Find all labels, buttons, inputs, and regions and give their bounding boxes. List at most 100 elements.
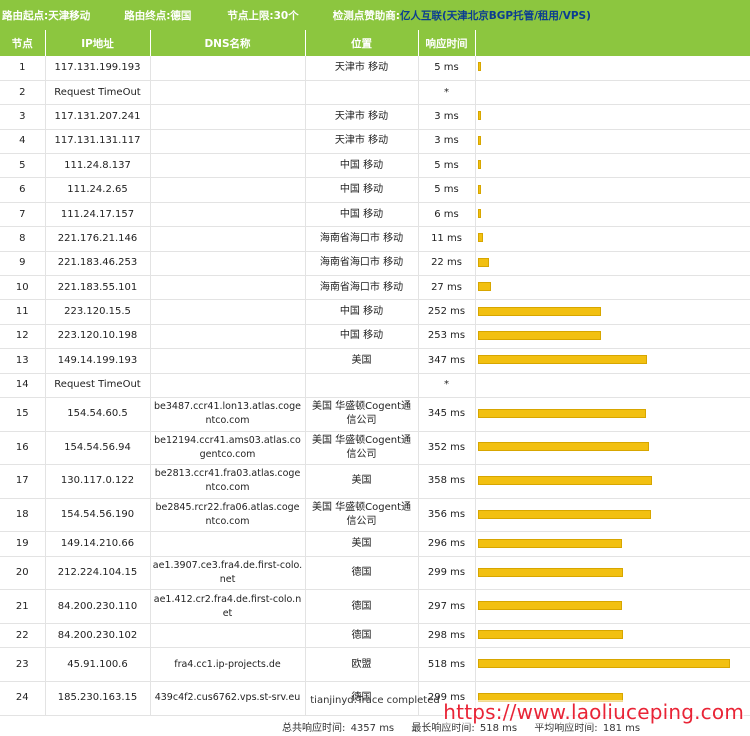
col-header-dns: DNS名称: [150, 30, 306, 56]
latency-bar-cell: [475, 251, 750, 277]
latency-bar-cell: [475, 397, 750, 432]
col-header-time: 响应时间: [418, 30, 476, 56]
latency-bar-cell: [475, 373, 750, 398]
node-limit: 节点上限: 30个: [227, 8, 298, 23]
latency-bar-cell: [475, 498, 750, 533]
ip-cell: 84.200.230.110: [45, 589, 151, 624]
sponsor-desc-link[interactable]: (天津北京BGP托管/租用/VPS): [441, 9, 591, 22]
ip-cell: Request TimeOut: [45, 80, 151, 106]
time-cell: 345 ms: [418, 397, 476, 432]
latency-bar: [477, 135, 481, 145]
ip-cell: Request TimeOut: [45, 373, 151, 398]
footer: tianjinyd:Trace completed 总共响应时间: 4357 m…: [0, 692, 750, 736]
latency-bar-cell: [475, 275, 750, 301]
latency-bar: [477, 62, 481, 72]
time-cell: 27 ms: [418, 275, 476, 301]
route-end-label: 路由终点:: [124, 9, 171, 22]
col-header-node: 节点: [0, 30, 46, 56]
node-cell: 8: [0, 226, 46, 252]
node-cell: 21: [0, 589, 46, 624]
table-row: 4 117.131.131.117 天津市 移动 3 ms: [0, 129, 750, 155]
latency-bar: [477, 475, 652, 485]
time-cell: 347 ms: [418, 348, 476, 374]
time-cell: 22 ms: [418, 251, 476, 277]
time-cell: 5 ms: [418, 177, 476, 203]
time-cell: 352 ms: [418, 431, 476, 466]
time-cell: *: [418, 80, 476, 106]
location-cell: 美国: [305, 531, 419, 557]
total-time-label: 总共响应时间:: [282, 723, 346, 734]
dns-cell: [150, 531, 306, 557]
dns-cell: [150, 153, 306, 179]
location-cell: 德国: [305, 589, 419, 624]
location-cell: 美国: [305, 464, 419, 499]
dns-cell: [150, 299, 306, 325]
ip-cell: 221.176.21.146: [45, 226, 151, 252]
table-row: 13 149.14.199.193 美国 347 ms: [0, 348, 750, 374]
node-cell: 5: [0, 153, 46, 179]
location-cell: 美国: [305, 348, 419, 374]
ip-cell: 154.54.60.5: [45, 397, 151, 432]
table-row: 12 223.120.10.198 中国 移动 253 ms: [0, 324, 750, 350]
node-limit-label: 节点上限:: [227, 9, 274, 22]
latency-bar-cell: [475, 556, 750, 591]
ip-cell: 154.54.56.94: [45, 431, 151, 466]
node-cell: 6: [0, 177, 46, 203]
time-cell: 356 ms: [418, 498, 476, 533]
time-cell: 3 ms: [418, 129, 476, 155]
table-row: 9 221.183.46.253 海南省海口市 移动 22 ms: [0, 251, 750, 277]
latency-bar-cell: [475, 348, 750, 374]
route-end: 路由终点: 德国: [124, 8, 191, 23]
table-row: 8 221.176.21.146 海南省海口市 移动 11 ms: [0, 226, 750, 252]
col-header-bar: [475, 30, 750, 56]
sponsor: 检测点赞助商: 亿人互联 (天津北京BGP托管/租用/VPS): [333, 8, 591, 23]
latency-bar: [477, 509, 651, 519]
dns-cell: [150, 324, 306, 350]
node-cell: 12: [0, 324, 46, 350]
latency-bar: [477, 306, 601, 316]
dns-cell: be3487.ccr41.lon13.atlas.cogentco.com: [150, 397, 306, 432]
time-cell: 297 ms: [418, 589, 476, 624]
route-start-value: 天津移动: [48, 9, 91, 22]
dns-cell: [150, 373, 306, 398]
node-cell: 13: [0, 348, 46, 374]
location-cell: 中国 移动: [305, 299, 419, 325]
latency-bar: [477, 233, 483, 243]
dns-cell: [150, 348, 306, 374]
location-cell: [305, 373, 419, 398]
time-cell: 299 ms: [418, 556, 476, 591]
latency-bar: [477, 257, 489, 267]
trace-status: tianjinyd:Trace completed: [310, 695, 440, 706]
time-cell: 296 ms: [418, 531, 476, 557]
ip-cell: 111.24.17.157: [45, 202, 151, 228]
latency-bar-cell: [475, 464, 750, 499]
table-row: 1 117.131.199.193 天津市 移动 5 ms: [0, 56, 750, 81]
latency-bar-cell: [475, 56, 750, 81]
dns-cell: [150, 129, 306, 155]
sponsor-name-link[interactable]: 亿人互联: [399, 9, 442, 22]
location-cell: 海南省海口市 移动: [305, 275, 419, 301]
node-cell: 4: [0, 129, 46, 155]
dns-cell: [150, 56, 306, 81]
max-time-label: 最长响应时间:: [411, 723, 475, 734]
ip-cell: 45.91.100.6: [45, 647, 151, 682]
ip-cell: 111.24.8.137: [45, 153, 151, 179]
dns-cell: be2813.ccr41.fra03.atlas.cogentco.com: [150, 464, 306, 499]
traceroute-table: 节点 IP地址 DNS名称 位置 响应时间 1 117.131.199.193 天津…: [0, 30, 750, 716]
table-row: 5 111.24.8.137 中国 移动 5 ms: [0, 153, 750, 179]
ip-cell: 149.14.199.193: [45, 348, 151, 374]
node-cell: 3: [0, 104, 46, 130]
table-row: 22 84.200.230.102 德国 298 ms: [0, 623, 750, 649]
avg-time-label: 平均响应时间:: [534, 723, 598, 734]
table-row: 10 221.183.55.101 海南省海口市 移动 27 ms: [0, 275, 750, 301]
time-cell: 358 ms: [418, 464, 476, 499]
node-cell: 14: [0, 373, 46, 398]
latency-bar-cell: [475, 226, 750, 252]
ip-cell: 223.120.15.5: [45, 299, 151, 325]
watermark-url: https://www.laoliuceping.com: [443, 700, 744, 724]
location-cell: 海南省海口市 移动: [305, 226, 419, 252]
latency-bar-cell: [475, 80, 750, 106]
dns-cell: [150, 202, 306, 228]
latency-bar: [477, 538, 622, 548]
node-cell: 1: [0, 56, 46, 81]
